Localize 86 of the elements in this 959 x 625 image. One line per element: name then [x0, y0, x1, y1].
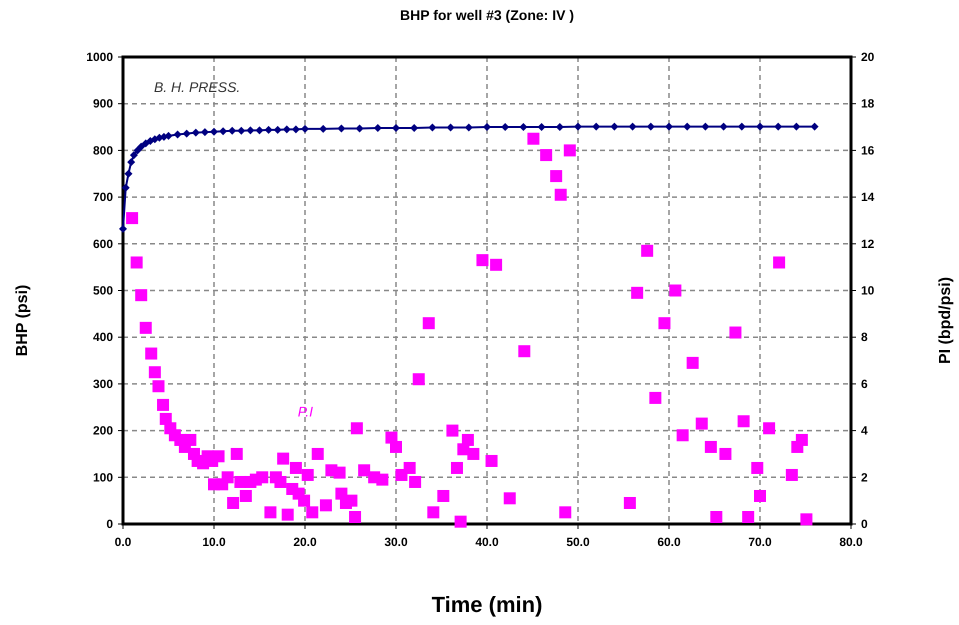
point	[756, 122, 764, 131]
y-tick-label: 400	[92, 330, 114, 344]
point	[274, 126, 282, 134]
point	[738, 122, 746, 131]
y2-tick-label: 12	[861, 236, 875, 251]
y2-tick-label: 4	[861, 424, 868, 438]
x-tick-label: 30.0	[384, 535, 408, 549]
y2-tick-label: 8	[861, 330, 868, 344]
y-tick-label: 700	[92, 190, 114, 204]
y2-tick-label: 6	[861, 376, 868, 391]
x-axis-title: Time (min)	[432, 592, 542, 617]
point	[174, 130, 182, 139]
point	[646, 122, 655, 131]
point	[356, 124, 364, 132]
y2-tick-label: 2	[861, 470, 868, 484]
point	[792, 122, 800, 131]
y-tick-label: 900	[92, 96, 114, 111]
point	[130, 151, 138, 160]
point	[410, 124, 418, 132]
point	[501, 123, 510, 132]
y-tick-label: 1000	[86, 50, 114, 64]
point	[574, 122, 582, 131]
point	[720, 122, 728, 131]
x-tick-label: 10.0	[202, 535, 226, 549]
point	[119, 224, 127, 233]
y-tick-label: 200	[92, 424, 114, 438]
point	[210, 128, 218, 136]
point	[292, 125, 300, 134]
x-tick-label: 0.0	[114, 535, 132, 549]
y2-tick-label: 14	[861, 190, 875, 204]
y-tick-label: 300	[92, 376, 114, 391]
point	[219, 127, 228, 136]
x-tick-label: 60.0	[657, 535, 681, 549]
point	[282, 125, 291, 134]
y-tick-label: 600	[92, 236, 114, 251]
point	[610, 122, 618, 131]
y2-tick-label: 20	[861, 50, 875, 64]
y2-tick-label: 10	[861, 284, 875, 298]
point	[124, 170, 132, 178]
point	[182, 130, 191, 138]
y-tick-label: 500	[92, 284, 114, 298]
point	[137, 142, 146, 151]
point	[592, 122, 600, 131]
chart-title: BHP for well #3 (Zone: IV )	[400, 7, 574, 23]
point	[246, 126, 254, 134]
point	[164, 132, 172, 140]
y-tick-label: 100	[92, 470, 114, 484]
y2-tick-label: 16	[861, 143, 875, 158]
point	[264, 126, 273, 134]
point	[142, 139, 150, 148]
point	[337, 124, 346, 132]
point	[301, 124, 309, 133]
y-tick-label: 0	[106, 517, 114, 531]
x-tick-label: 80.0	[839, 535, 863, 549]
x-tick-label: 70.0	[748, 535, 772, 549]
y-axis-title: BHP (psi)	[14, 284, 31, 356]
point	[665, 122, 673, 131]
y2-tick-label: 0	[861, 517, 868, 531]
point	[237, 126, 246, 135]
y2-axis-title: PI (bpd/psi)	[937, 276, 954, 364]
point	[683, 122, 692, 131]
y2-tick-label: 18	[861, 96, 875, 111]
point	[428, 124, 436, 132]
x-tick-label: 50.0	[566, 535, 590, 549]
point	[122, 184, 130, 192]
point	[701, 122, 710, 131]
point	[319, 124, 328, 133]
point	[134, 146, 142, 154]
point	[464, 124, 473, 132]
point	[228, 126, 236, 135]
point	[127, 158, 136, 166]
point	[774, 122, 782, 131]
y-tick-label: 800	[92, 143, 114, 158]
text: B. H. PRESS.	[154, 78, 240, 95]
point	[483, 123, 491, 132]
point	[628, 122, 637, 131]
point	[200, 128, 209, 136]
text: P.I	[298, 404, 314, 420]
x-tick-label: 40.0	[475, 535, 499, 549]
point	[556, 123, 564, 132]
point	[392, 124, 400, 132]
point	[256, 126, 264, 134]
x-tick-label: 20.0	[293, 535, 317, 549]
point	[374, 124, 382, 132]
point	[810, 122, 819, 131]
point	[192, 128, 200, 137]
